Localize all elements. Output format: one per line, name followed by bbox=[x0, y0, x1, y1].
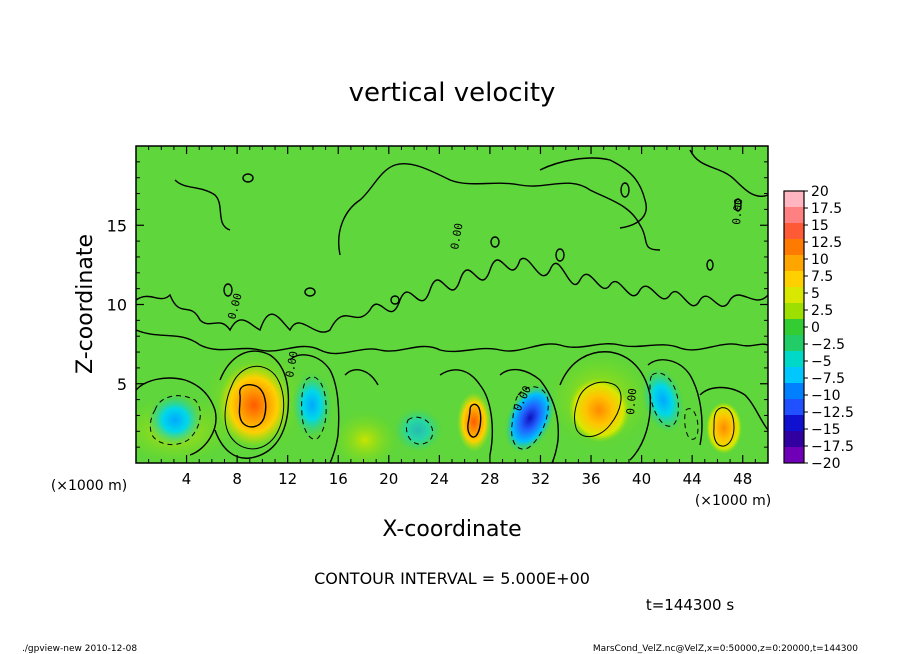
colorbar-segment bbox=[784, 351, 804, 368]
colorbar-label: −15 bbox=[811, 422, 841, 438]
downdraft-cell bbox=[147, 394, 203, 446]
x-axis-label: X-coordinate bbox=[382, 517, 521, 542]
colorbar-segment bbox=[784, 191, 804, 208]
x-tick-label: 48 bbox=[733, 470, 752, 488]
x-tick-label: 32 bbox=[531, 470, 550, 488]
colorbar-segment bbox=[784, 255, 804, 272]
footer-right: MarsCond_VelZ.nc@VelZ,x=0:50000,z=0:2000… bbox=[593, 644, 858, 654]
colorbar-label: 17.5 bbox=[811, 201, 842, 217]
colorbar-segment bbox=[784, 303, 804, 320]
colorbar-segment bbox=[784, 319, 804, 336]
colorbar-segment bbox=[784, 239, 804, 256]
colorbar-segment bbox=[784, 287, 804, 304]
colorbar-segment bbox=[784, 447, 804, 464]
colorbar-segment bbox=[784, 399, 804, 416]
y-tick-label: 10 bbox=[107, 296, 127, 315]
contour-label: 0.00 bbox=[730, 198, 745, 226]
colorbar-label: −2.5 bbox=[811, 337, 845, 353]
colorbar-label: 15 bbox=[811, 218, 829, 234]
updraft-cell bbox=[457, 392, 491, 452]
x-axis: 4 8 12 16 20 24 28 32 36 40 44 48 bbox=[148, 146, 756, 488]
colorbar-label: 2.5 bbox=[811, 303, 833, 319]
colorbar-segment bbox=[784, 207, 804, 224]
colorbar-segment bbox=[784, 383, 804, 400]
colorbar-label: −7.5 bbox=[811, 371, 845, 387]
x-tick-label: 28 bbox=[480, 470, 499, 488]
colorbar-label: −17.5 bbox=[811, 439, 854, 455]
colorbar-label: −12.5 bbox=[811, 405, 854, 421]
x-tick-label: 36 bbox=[581, 470, 600, 488]
colorbar-label: −10 bbox=[811, 388, 841, 404]
colorbar-label: 0 bbox=[811, 320, 820, 336]
downdraft-cell bbox=[504, 384, 556, 452]
contour-label: 0.00 bbox=[624, 388, 639, 416]
x-tick-label: 40 bbox=[632, 470, 651, 488]
downdraft-cell bbox=[641, 367, 685, 433]
colorbar-segment bbox=[784, 367, 804, 384]
colorbar-segment bbox=[784, 415, 804, 432]
downdraft-cell bbox=[394, 408, 442, 452]
colorbar: 2017.51512.5107.552.50−2.5−5−7.5−10−12.5… bbox=[783, 184, 854, 472]
contour-lines bbox=[136, 149, 768, 463]
plot-area: 0.00 0.00 0.00 0.00 0.00 0.00 bbox=[136, 146, 768, 463]
colorbar-label: 20 bbox=[811, 184, 829, 200]
field-patch bbox=[330, 410, 400, 463]
contour-label: 0.00 bbox=[283, 350, 300, 378]
colorbar-label: −5 bbox=[811, 354, 832, 370]
downdraft-cell bbox=[292, 373, 332, 437]
x-unit-label-right: (×1000 m) bbox=[695, 493, 771, 509]
footer-left: ./gpview-new 2010-12-08 bbox=[22, 644, 137, 654]
contour-interval-caption: CONTOUR INTERVAL = 5.000E+00 bbox=[314, 569, 590, 588]
y-tick-label: 15 bbox=[107, 216, 127, 235]
x-tick-label: 44 bbox=[683, 470, 702, 488]
colorbar-segment bbox=[784, 335, 804, 352]
y-axis-label: Z-coordinate bbox=[73, 234, 98, 374]
colorbar-segment bbox=[784, 271, 804, 288]
x-tick-label: 4 bbox=[182, 470, 192, 488]
time-label: t=144300 s bbox=[646, 596, 734, 614]
updraft-cell bbox=[568, 378, 630, 442]
x-tick-label: 16 bbox=[329, 470, 348, 488]
colorbar-label: 10 bbox=[811, 252, 829, 268]
colorbar-label: 7.5 bbox=[811, 269, 833, 285]
x-tick-label: 24 bbox=[430, 470, 449, 488]
colorbar-label: 12.5 bbox=[811, 235, 842, 251]
colorbar-label: −20 bbox=[811, 456, 841, 472]
negative-contours bbox=[149, 372, 699, 450]
y-tick-label: 5 bbox=[117, 375, 127, 394]
x-unit-label-left: (×1000 m) bbox=[51, 478, 127, 494]
contour-label: 0.00 bbox=[448, 222, 465, 250]
colorbar-label: 5 bbox=[811, 286, 820, 302]
colorbar-segment bbox=[784, 431, 804, 448]
x-tick-label: 8 bbox=[232, 470, 242, 488]
y-axis: 5 10 15 bbox=[107, 161, 768, 448]
colorbar-segment bbox=[784, 223, 804, 240]
x-tick-label: 12 bbox=[278, 470, 297, 488]
x-tick-label: 20 bbox=[379, 470, 398, 488]
updraft-cell bbox=[218, 363, 290, 447]
chart-title: vertical velocity bbox=[349, 78, 556, 108]
